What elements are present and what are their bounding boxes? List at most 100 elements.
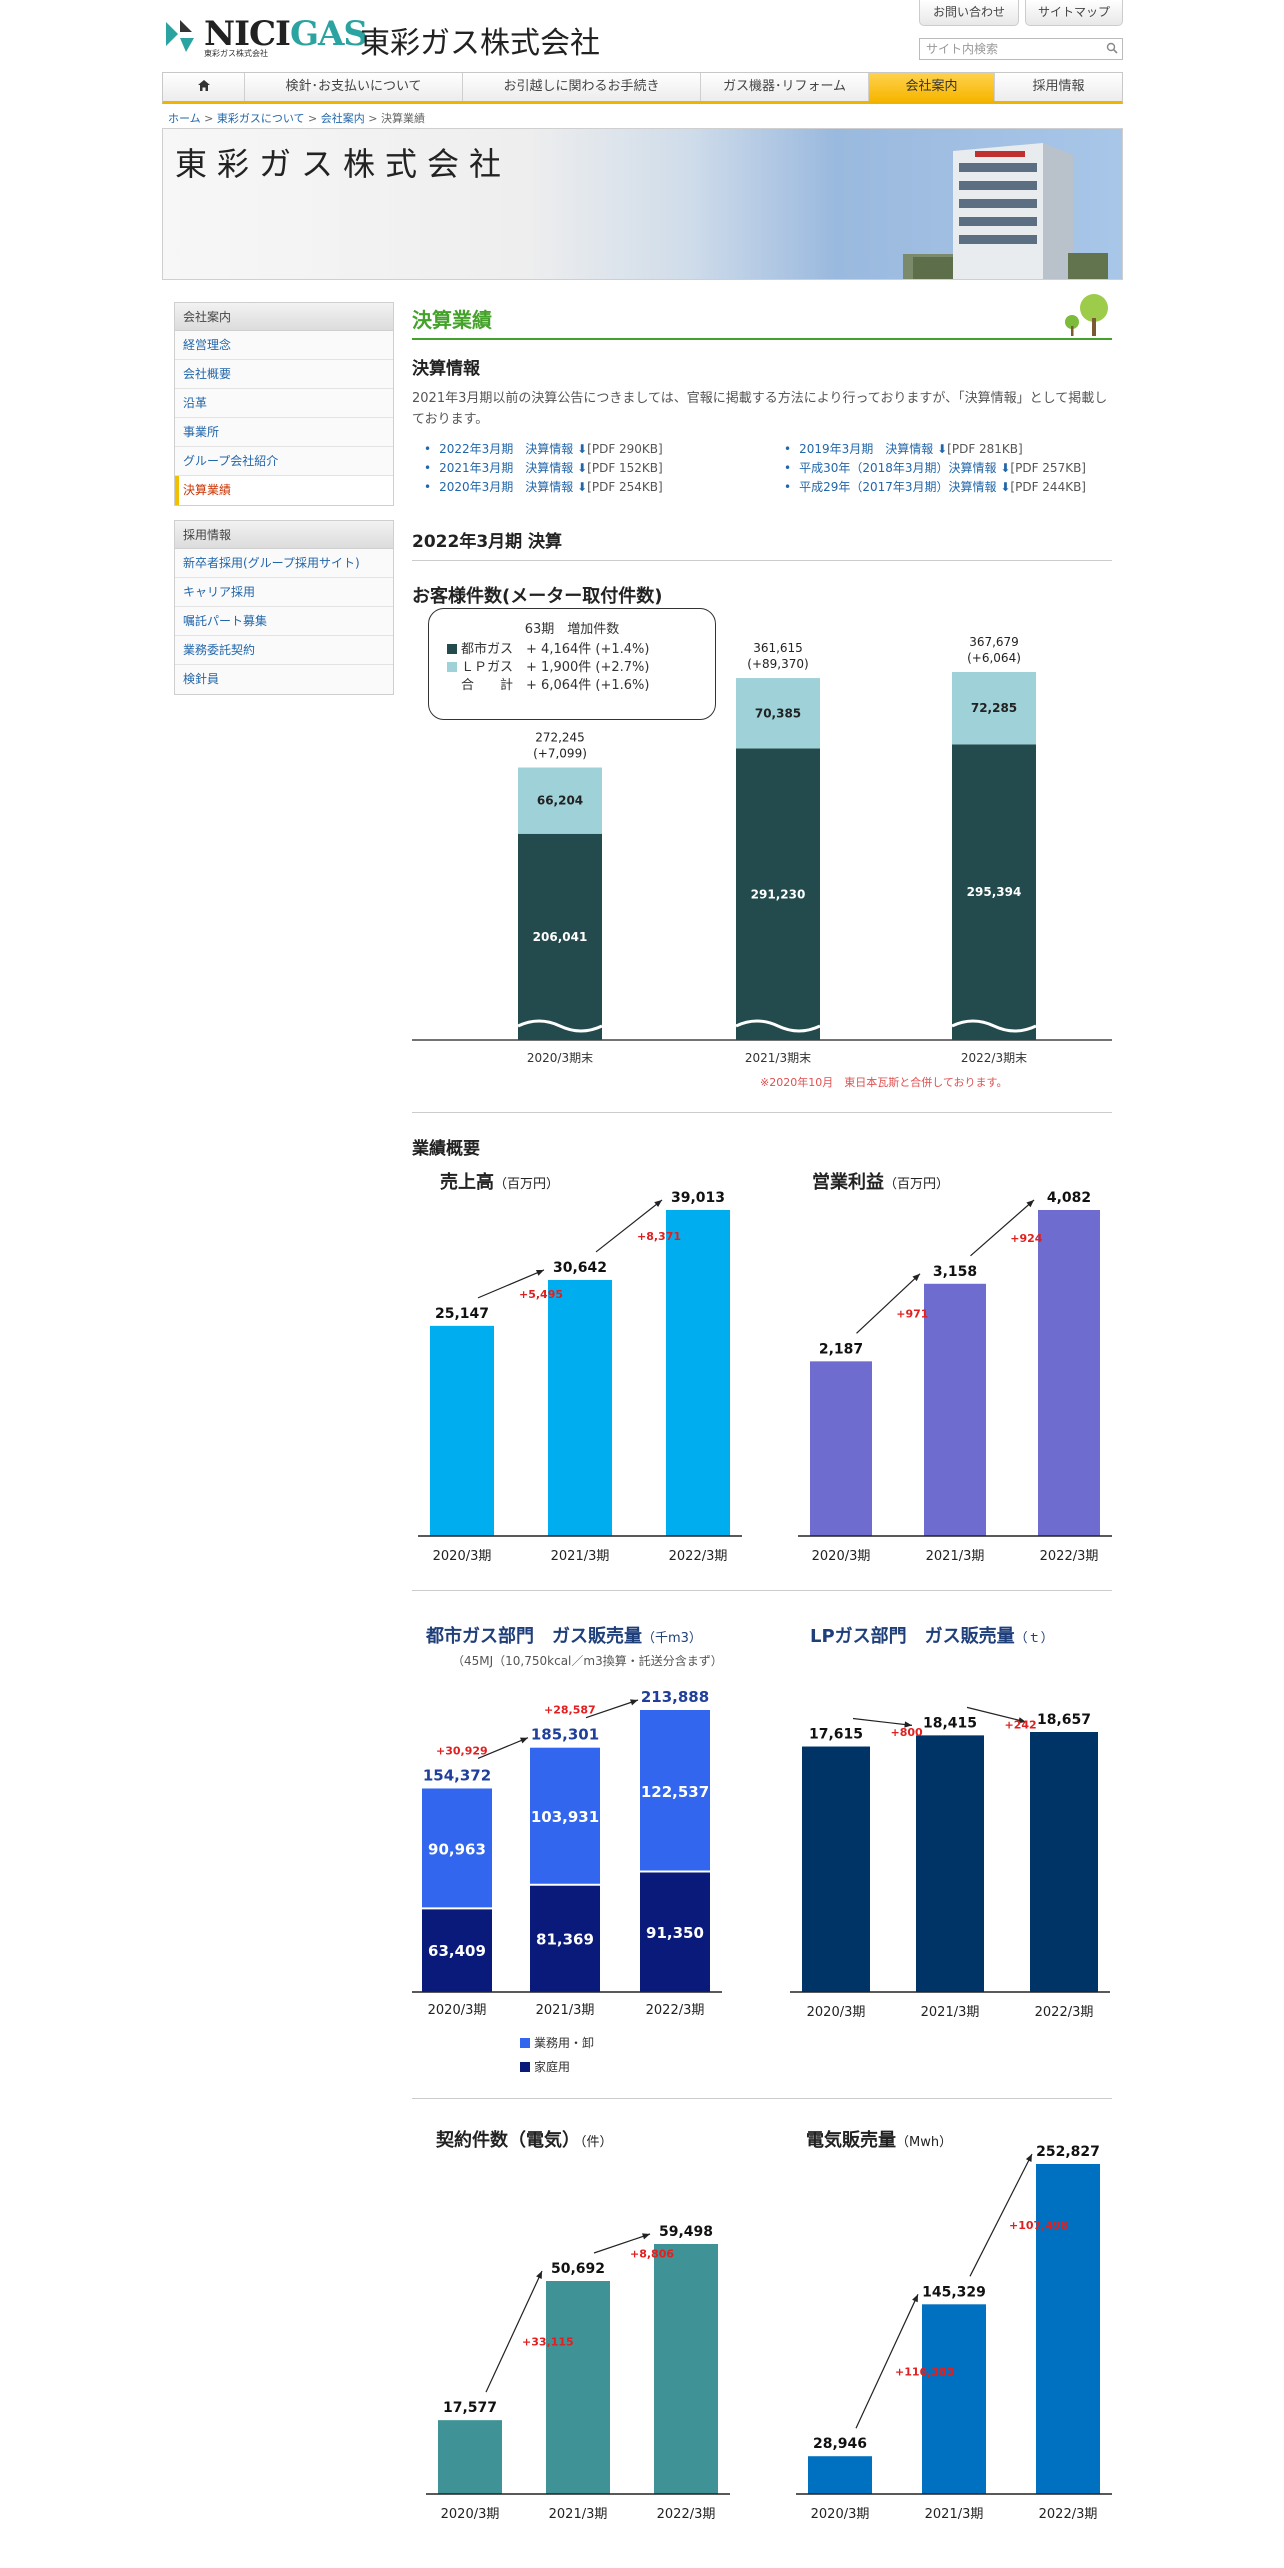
sidebar-item-results[interactable]: 決算業績	[175, 476, 393, 505]
data-label: 17,615	[809, 1727, 863, 1743]
bar	[654, 2244, 718, 2494]
arrow-head	[1026, 1200, 1034, 1208]
electricity-chart: 28,946 2020/3期 145,329 2021/3期 252,827 2022/3…	[796, 2144, 1112, 2522]
title-underline	[412, 338, 1112, 340]
nav-item-billing[interactable]: 検針･お支払いについて	[245, 73, 463, 101]
bar-business	[422, 1788, 492, 1909]
bar	[546, 2281, 610, 2494]
arrow-head	[520, 1737, 528, 1744]
nav-item-moving[interactable]: お引越しに関わるお手続き	[463, 73, 701, 101]
delta-label: +242	[1005, 1719, 1037, 1732]
contact-button[interactable]: お問い合わせ	[919, 0, 1019, 26]
tick-label: 2020/3期	[433, 1549, 492, 1564]
breadcrumb-home[interactable]: ホーム	[168, 112, 201, 125]
sidebar-item-group[interactable]: グループ会社紹介	[175, 447, 393, 476]
operating-chart: 2,187 2020/3期 3,158 2021/3期 4,082 2022/3期 +971…	[798, 1190, 1112, 1564]
section-title: 決算情報	[412, 359, 480, 379]
data-label: 90,963	[428, 1840, 486, 1858]
delta-label: +5,495	[519, 1288, 563, 1301]
nav-home[interactable]	[163, 73, 245, 101]
data-label: 70,385	[755, 706, 801, 720]
data-label: 17,577	[443, 2400, 497, 2416]
arrow-head	[642, 2233, 650, 2240]
growth-arrow	[966, 1706, 1027, 1723]
download-link[interactable]: 2019年3月期 決算情報 ⬇[PDF 281KB]	[784, 440, 1023, 457]
arrow-head	[630, 1699, 638, 1706]
data-label: 103,931	[531, 1808, 599, 1826]
arrow-head	[912, 1273, 920, 1282]
sidebar-item-overview[interactable]: 会社概要	[175, 360, 393, 389]
page-title: 決算業績	[412, 308, 492, 332]
tick-label: 2020/3期	[811, 2507, 870, 2522]
delta-label: +800	[891, 1726, 924, 1739]
citygas-subtitle: （45MJ（10,750kcal／m3換算・託送分含まず）	[452, 1654, 723, 1668]
search-placeholder: サイト内検索	[926, 42, 999, 56]
divider	[412, 2098, 1112, 2099]
growth-arrow	[852, 1717, 913, 1726]
nav-item-recruit[interactable]: 採用情報	[1032, 79, 1085, 94]
sidebar-item-newgrad[interactable]: 新卒者採用(グループ採用サイト)	[175, 549, 393, 578]
customers-chart-title: お客様件数(メーター取付件数)	[412, 586, 663, 607]
delta-label: +107,498	[1009, 2219, 1068, 2232]
total-label: 154,372	[423, 1766, 491, 1784]
divider	[412, 1590, 1112, 1591]
lpgas-chart-title: LPガス部門 ガス販売量（ｔ）	[810, 1626, 1054, 1647]
arrow-head	[536, 1269, 544, 1276]
download-link[interactable]: 平成29年（2017年3月期）決算情報 ⬇[PDF 244KB]	[784, 478, 1086, 495]
nav-item-company[interactable]: 会社案内	[869, 73, 995, 101]
building-image	[903, 143, 1108, 279]
download-link[interactable]: 平成30年（2018年3月期）決算情報 ⬇[PDF 257KB]	[784, 459, 1086, 476]
download-link[interactable]: 2021年3月期 決算情報 ⬇[PDF 152KB]	[424, 459, 663, 476]
data-label: 63,409	[428, 1942, 486, 1960]
bar-lpgas	[952, 672, 1036, 745]
sidebar-item-career[interactable]: キャリア採用	[175, 578, 393, 607]
breadcrumb-about[interactable]: 東彩ガスについて	[216, 112, 305, 125]
tick-label: 2020/3期	[428, 2003, 487, 2018]
total-label: 272,245	[535, 731, 585, 745]
breadcrumb-sep: >	[304, 112, 321, 125]
growth-arrow	[970, 1199, 1035, 1257]
sidebar-item-history[interactable]: 沿革	[175, 389, 393, 418]
data-label: 252,827	[1036, 2144, 1100, 2160]
arrow-head	[536, 2271, 542, 2279]
logo-wordmark[interactable]: NICIGAS	[204, 14, 368, 54]
breadcrumb-company[interactable]: 会社案内	[320, 112, 365, 125]
delta-label: +8,371	[637, 1230, 681, 1243]
growth-arrow	[969, 2153, 1033, 2277]
download-icon: ⬇	[577, 442, 588, 456]
data-label: 18,415	[923, 1715, 977, 1731]
sidebar-item-contract[interactable]: 業務委託契約	[175, 636, 393, 665]
download-link[interactable]: 2020年3月期 決算情報 ⬇[PDF 254KB]	[424, 478, 663, 495]
delta-label: +28,587	[544, 1704, 596, 1717]
breadcrumb-current: 決算業績	[381, 112, 425, 125]
bar-lpgas	[736, 678, 820, 749]
data-label: 66,204	[537, 794, 583, 808]
growth-arrow	[477, 1269, 545, 1299]
download-icon: ⬇	[577, 461, 588, 475]
sidebar-item-parttime[interactable]: 嘱託パート募集	[175, 607, 393, 636]
data-label: 50,692	[551, 2261, 605, 2277]
sidebar-recruit: 採用情報 新卒者採用(グループ採用サイト) キャリア採用 嘱託パート募集 業務委…	[174, 520, 394, 695]
sitemap-button[interactable]: サイトマップ	[1025, 0, 1123, 26]
nicigas-logo-icon[interactable]	[162, 18, 198, 54]
data-label: 25,147	[435, 1306, 489, 1322]
sales-chart: 25,147 2020/3期 30,642 2021/3期 39,013 2022/3期 +…	[418, 1190, 742, 1564]
download-link[interactable]: 2022年3月期 決算情報 ⬇[PDF 290KB]	[424, 440, 663, 457]
bar-citygas	[952, 744, 1036, 1040]
divider	[412, 1112, 1112, 1113]
tick-label: 2022/3期	[646, 2003, 705, 2018]
sidebar-item-offices[interactable]: 事業所	[175, 418, 393, 447]
nav-item-equipment[interactable]: ガス機器･リフォーム	[701, 73, 869, 101]
data-label: 122,537	[641, 1783, 709, 1801]
search-input[interactable]: サイト内検索	[919, 38, 1123, 60]
search-icon[interactable]	[1106, 42, 1118, 54]
sidebar-item-philosophy[interactable]: 経営理念	[175, 331, 393, 360]
sidebar-item-meter-reader[interactable]: 検針員	[175, 665, 393, 694]
data-label: 59,498	[659, 2224, 713, 2240]
legend-household: 家庭用	[520, 2058, 570, 2075]
data-label: 18,657	[1037, 1712, 1091, 1728]
data-label: 81,369	[536, 1930, 594, 1948]
bar-household	[422, 1908, 492, 1992]
bar	[802, 1746, 870, 1992]
tick-label: 2020/3期	[441, 2507, 500, 2522]
